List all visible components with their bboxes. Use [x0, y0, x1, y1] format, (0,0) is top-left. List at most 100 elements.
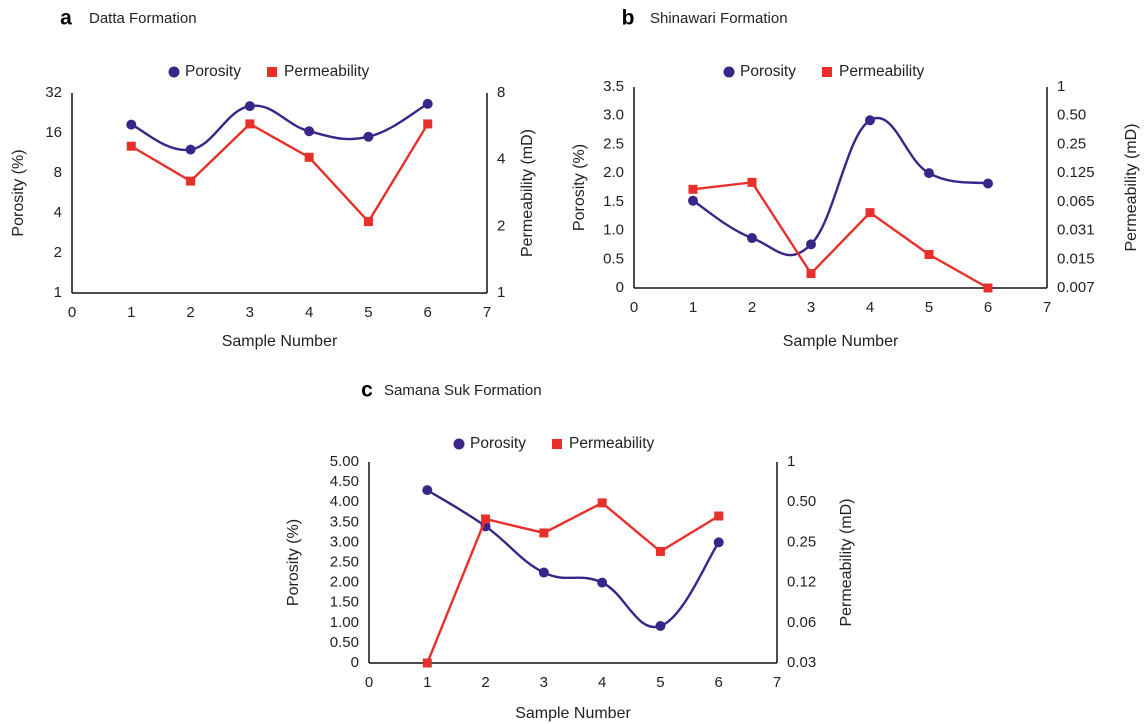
legend-marker-permeability [552, 439, 562, 449]
x-tick-label: 4 [305, 304, 313, 321]
y-right-tick-label: 0.125 [1057, 164, 1095, 181]
y-left-tick-label: 2.0 [603, 164, 624, 181]
data-point-porosity [983, 178, 993, 189]
y-right-tick-label: 1 [497, 284, 505, 301]
data-point-porosity [806, 239, 816, 250]
panel-letter: a [60, 7, 72, 30]
y-left-tick-label: 1.5 [603, 193, 624, 210]
series-line-porosity [130, 102, 429, 152]
data-point-porosity [304, 126, 315, 137]
data-point-porosity [126, 119, 137, 130]
data-point-porosity [597, 577, 608, 588]
y-right-tick-label: 0.065 [1057, 193, 1095, 210]
legend-label-permeability: Permeability [569, 435, 655, 452]
legend-label-porosity: Porosity [740, 63, 796, 80]
data-point-permeability [865, 208, 875, 218]
x-tick-label: 0 [68, 304, 76, 321]
x-tick-label: 3 [540, 674, 548, 691]
legend-marker-porosity [168, 66, 180, 78]
y-left-tick-label: 2.5 [603, 135, 624, 152]
legend-marker-permeability [267, 67, 277, 77]
data-point-permeability [539, 528, 549, 538]
legend-label-permeability: Permeability [839, 63, 925, 80]
y-left-tick-label: 3.50 [330, 513, 359, 530]
y-right-tick-label: 0.25 [1057, 135, 1086, 152]
y-left-tick-label: 4.50 [330, 473, 359, 490]
data-point-porosity [422, 98, 433, 109]
y-left-axis-title: Porosity (%) [285, 519, 302, 606]
y-left-tick-label: 2 [54, 244, 62, 261]
data-point-permeability [423, 119, 433, 129]
y-right-tick-label: 0.015 [1057, 250, 1095, 267]
y-right-tick-label: 0.031 [1057, 222, 1095, 239]
data-point-porosity [865, 115, 875, 126]
y-left-tick-label: 3.00 [330, 533, 359, 550]
y-right-axis-title: Permeability (mD) [519, 129, 536, 257]
data-point-porosity [363, 131, 374, 142]
data-point-porosity [185, 144, 196, 155]
x-tick-label: 6 [984, 299, 992, 316]
x-axis-title: Sample Number [783, 333, 899, 350]
y-left-tick-label: 0.50 [330, 634, 359, 651]
y-left-tick-label: 1.50 [330, 594, 359, 611]
y-left-tick-label: 0 [351, 654, 359, 671]
data-point-porosity [244, 101, 255, 112]
panel-letter: b [622, 7, 635, 30]
y-left-tick-label: 2.00 [330, 574, 359, 591]
y-left-axis-title: Porosity (%) [571, 144, 588, 231]
x-tick-label: 1 [423, 674, 431, 691]
x-tick-label: 7 [773, 674, 781, 691]
x-tick-label: 3 [807, 299, 815, 316]
data-point-permeability [304, 152, 314, 162]
legend-marker-permeability [822, 67, 832, 77]
data-point-porosity [747, 233, 757, 244]
y-right-tick-label: 2 [497, 217, 505, 234]
series-line-porosity [692, 116, 989, 257]
y-left-tick-label: 2.50 [330, 553, 359, 570]
y-left-tick-label: 4 [54, 204, 62, 221]
y-right-tick-label: 4 [497, 151, 505, 168]
legend-marker-porosity [723, 66, 735, 78]
data-point-permeability [186, 176, 196, 186]
data-point-permeability [688, 184, 698, 194]
data-point-permeability [481, 514, 491, 524]
y-left-tick-label: 1 [54, 284, 62, 301]
panel-title: Samana Suk Formation [384, 382, 542, 399]
legend-label-porosity: Porosity [470, 435, 526, 452]
legend: Porosity Permeability [723, 63, 925, 80]
x-tick-label: 1 [127, 304, 135, 321]
x-tick-label: 5 [656, 674, 664, 691]
x-tick-label: 6 [715, 674, 723, 691]
x-tick-label: 7 [483, 304, 491, 321]
legend: Porosity Permeability [168, 63, 370, 80]
chart-panel-c: c Samana Suk Formation 0 1 2 3 4 5 6 7 0 0.50 1.00 1.… [285, 379, 855, 723]
y-left-tick-label: 4.00 [330, 493, 359, 510]
y-left-tick-label: 8 [54, 164, 62, 181]
legend-label-permeability: Permeability [284, 63, 370, 80]
x-tick-label: 3 [246, 304, 254, 321]
data-point-permeability [655, 546, 665, 556]
panel-title: Shinawari Formation [650, 10, 788, 27]
data-point-permeability [806, 269, 816, 279]
x-axis-title: Sample Number [515, 705, 631, 722]
data-point-permeability [126, 141, 136, 151]
data-point-porosity [688, 195, 698, 206]
x-axis-title: Sample Number [222, 333, 338, 350]
y-left-tick-label: 5.00 [330, 453, 359, 470]
x-tick-label: 6 [424, 304, 432, 321]
data-point-permeability [983, 283, 993, 293]
x-tick-label: 5 [364, 304, 372, 321]
y-left-tick-label: 32 [45, 84, 62, 101]
panel-letter: c [361, 379, 373, 402]
data-point-porosity [422, 485, 433, 496]
y-right-tick-label: 1 [787, 453, 795, 470]
data-point-permeability [422, 658, 432, 668]
x-tick-label: 2 [748, 299, 756, 316]
data-point-permeability [747, 177, 757, 187]
x-tick-label: 5 [925, 299, 933, 316]
y-right-axis-title: Permeability (mD) [838, 498, 855, 626]
series-line-permeability [130, 122, 429, 224]
y-right-tick-label: 0.50 [787, 493, 816, 510]
